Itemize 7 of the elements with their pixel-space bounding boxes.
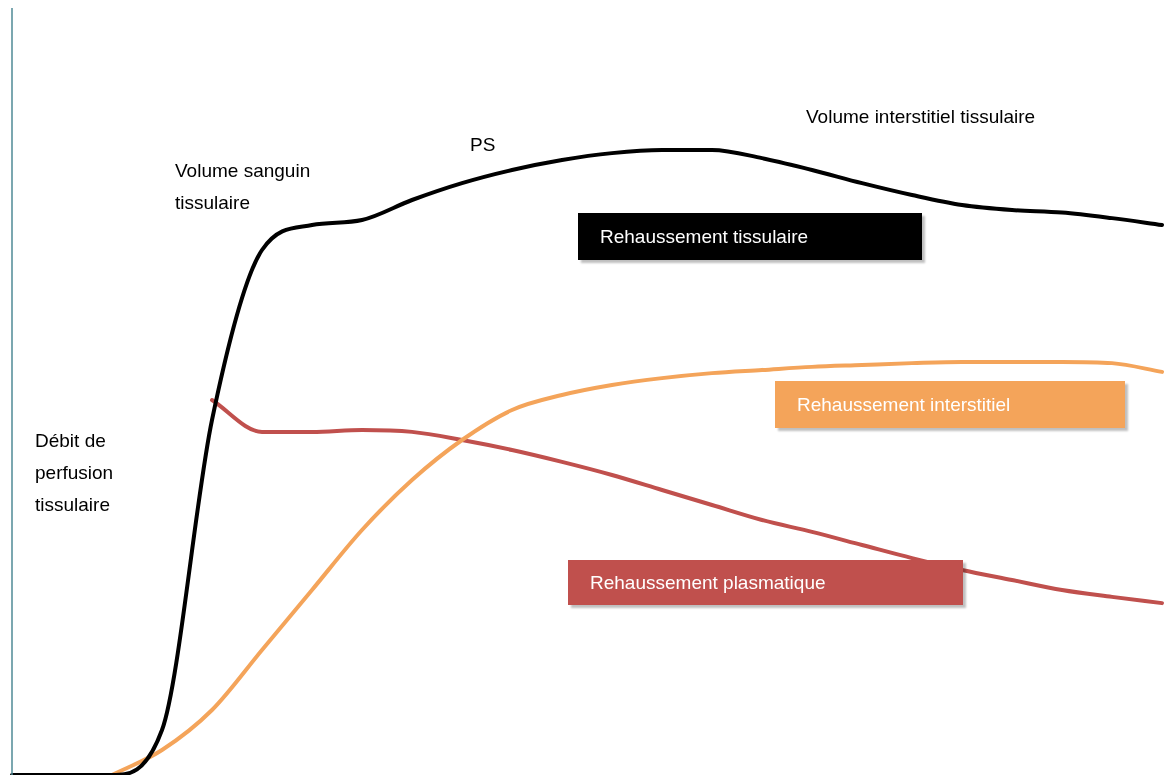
- annotation: PS: [470, 134, 496, 156]
- label-box: Rehaussement interstitiel: [775, 381, 1125, 428]
- annotation: Débit de perfusion tissulaire: [35, 430, 114, 516]
- text: Volume interstitiel tissulaire: [806, 106, 1036, 128]
- label-box: Rehaussement tissulaire: [578, 213, 922, 260]
- annotation: Volume sanguin tissulaire: [175, 160, 311, 214]
- label-box: Rehaussement plasmatique: [568, 560, 963, 605]
